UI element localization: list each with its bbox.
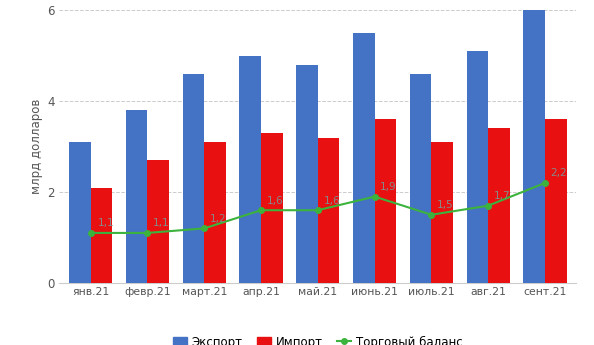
- Bar: [182, 74, 204, 283]
- Bar: [488, 128, 510, 283]
- Bar: [318, 138, 339, 283]
- Bar: [523, 10, 545, 283]
- Bar: [204, 142, 226, 283]
- Text: 2,2: 2,2: [551, 168, 567, 178]
- Bar: [353, 33, 375, 283]
- Text: 1,6: 1,6: [267, 196, 283, 206]
- Bar: [239, 56, 261, 283]
- Text: 1,1: 1,1: [97, 218, 114, 228]
- Bar: [261, 133, 283, 283]
- Bar: [69, 142, 91, 283]
- Text: 1,7: 1,7: [494, 191, 510, 201]
- Bar: [147, 160, 169, 283]
- Text: 1,6: 1,6: [324, 196, 340, 206]
- Bar: [410, 74, 431, 283]
- Legend: Экспорт, Импорт, Торговый баланс: Экспорт, Импорт, Торговый баланс: [168, 331, 467, 345]
- Bar: [375, 119, 396, 283]
- Bar: [126, 110, 147, 283]
- Y-axis label: млрд долларов: млрд долларов: [30, 99, 43, 194]
- Text: 1,2: 1,2: [210, 214, 226, 224]
- Bar: [431, 142, 453, 283]
- Bar: [466, 51, 488, 283]
- Text: 1,5: 1,5: [437, 200, 454, 210]
- Bar: [296, 65, 318, 283]
- Bar: [545, 119, 567, 283]
- Bar: [91, 188, 112, 283]
- Text: 1,1: 1,1: [153, 218, 170, 228]
- Text: 1,9: 1,9: [380, 182, 397, 192]
